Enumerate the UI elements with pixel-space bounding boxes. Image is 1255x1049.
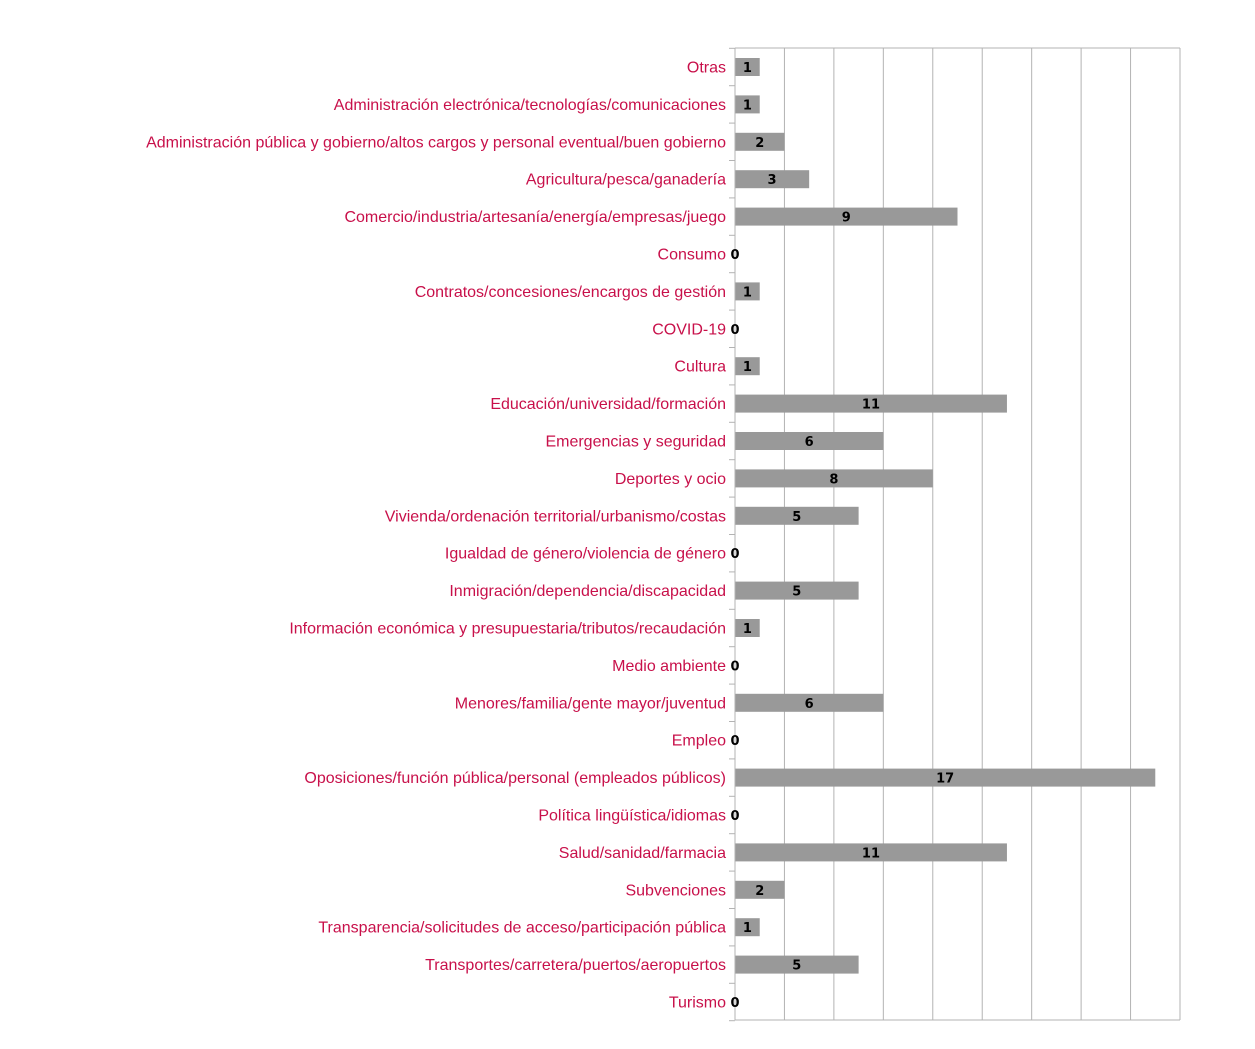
bar-17 bbox=[735, 693, 884, 712]
category-label-10: Emergencias y seguridad bbox=[545, 434, 726, 451]
data-label-18: 0 bbox=[730, 734, 739, 749]
data-label-8: 1 bbox=[743, 360, 752, 375]
bar-9 bbox=[735, 394, 1007, 413]
bar-2 bbox=[735, 132, 785, 151]
category-label-13: Igualdad de género/violencia de género bbox=[445, 546, 726, 563]
data-label-13: 0 bbox=[730, 547, 739, 562]
data-label-5: 0 bbox=[730, 248, 739, 263]
bar-19 bbox=[735, 768, 1156, 787]
data-label-23: 1 bbox=[743, 921, 752, 936]
data-label-25: 0 bbox=[730, 996, 739, 1011]
category-label-2: Administración pública y gobierno/altos … bbox=[146, 134, 726, 151]
axis-layer bbox=[729, 47, 736, 1022]
bar-21 bbox=[735, 843, 1007, 862]
data-label-2: 2 bbox=[755, 136, 764, 151]
data-label-19: 17 bbox=[936, 772, 954, 787]
category-label-11: Deportes y ocio bbox=[615, 471, 726, 488]
bar-4 bbox=[735, 207, 958, 226]
data-label-24: 5 bbox=[792, 959, 801, 974]
category-label-8: Cultura bbox=[674, 359, 726, 376]
data-label-20: 0 bbox=[730, 809, 739, 824]
data-label-14: 5 bbox=[792, 585, 801, 600]
category-label-0: Otras bbox=[687, 60, 726, 77]
data-label-0: 1 bbox=[743, 61, 752, 76]
data-label-11: 8 bbox=[829, 472, 838, 487]
category-label-18: Empleo bbox=[672, 733, 726, 750]
bar-8 bbox=[735, 357, 760, 376]
category-label-17: Menores/familia/gente mayor/juventud bbox=[455, 695, 726, 712]
category-label-25: Turismo bbox=[669, 995, 726, 1012]
category-label-6: Contratos/concesiones/encargos de gestió… bbox=[415, 284, 726, 301]
category-label-22: Subvenciones bbox=[625, 882, 726, 899]
bar-12 bbox=[735, 506, 859, 525]
category-label-5: Consumo bbox=[658, 247, 727, 264]
data-label-4: 9 bbox=[842, 211, 851, 226]
data-label-15: 1 bbox=[743, 622, 752, 637]
bar-24 bbox=[735, 955, 859, 974]
category-label-4: Comercio/industria/artesanía/energía/emp… bbox=[344, 209, 726, 226]
category-label-15: Información económica y presupuestaria/t… bbox=[289, 621, 726, 638]
bar-23 bbox=[735, 918, 760, 937]
category-label-7: COVID-19 bbox=[652, 321, 726, 338]
data-label-10: 6 bbox=[805, 435, 814, 450]
data-label-3: 3 bbox=[768, 173, 777, 188]
bar-15 bbox=[735, 619, 760, 637]
data-label-1: 1 bbox=[743, 98, 752, 113]
bar-1 bbox=[735, 95, 760, 114]
category-label-21: Salud/sanidad/farmacia bbox=[559, 845, 726, 862]
data-label-7: 0 bbox=[730, 323, 739, 338]
data-label-16: 0 bbox=[730, 659, 739, 674]
category-label-24: Transportes/carretera/puertos/aeropuerto… bbox=[425, 957, 726, 974]
bar-6 bbox=[735, 282, 760, 301]
data-label-12: 5 bbox=[792, 510, 801, 525]
data-label-9: 11 bbox=[862, 398, 880, 413]
grid-layer bbox=[735, 47, 1181, 1021]
bar-3 bbox=[735, 170, 810, 189]
category-label-16: Medio ambiente bbox=[612, 658, 726, 675]
bar-22 bbox=[735, 880, 785, 899]
data-label-17: 6 bbox=[805, 697, 814, 712]
labels-layer: Otras 1 Administración electrónica/tecnolo… bbox=[146, 60, 954, 1012]
data-label-22: 2 bbox=[755, 884, 764, 899]
bar-11 bbox=[735, 469, 933, 488]
category-label-19: Oposiciones/función pública/personal (em… bbox=[304, 770, 726, 787]
data-label-6: 1 bbox=[743, 285, 752, 300]
category-label-20: Política lingüística/idiomas bbox=[538, 808, 726, 825]
data-label-21: 11 bbox=[862, 846, 880, 861]
category-label-9: Educación/universidad/formación bbox=[490, 396, 726, 413]
category-label-12: Vivienda/ordenación territorial/urbanism… bbox=[385, 508, 726, 525]
bars-layer bbox=[735, 58, 1156, 974]
category-label-14: Inmigración/dependencia/discapacidad bbox=[449, 583, 726, 600]
category-label-1: Administración electrónica/tecnologías/c… bbox=[334, 97, 726, 114]
bar-10 bbox=[735, 432, 884, 450]
category-label-3: Agricultura/pesca/ganadería bbox=[526, 172, 726, 189]
category-label-23: Transparencia/solicitudes de acceso/part… bbox=[318, 920, 726, 937]
bar-0 bbox=[735, 58, 760, 76]
bar-14 bbox=[735, 581, 859, 600]
